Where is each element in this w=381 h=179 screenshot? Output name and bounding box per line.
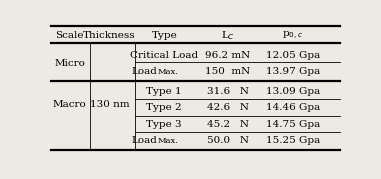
Text: Thickness: Thickness — [83, 32, 136, 40]
Text: Micro: Micro — [54, 59, 85, 68]
Text: 31.6   N: 31.6 N — [207, 87, 249, 96]
Text: Load: Load — [131, 67, 157, 76]
Text: Scale: Scale — [56, 32, 84, 40]
Text: 50.0   N: 50.0 N — [207, 136, 249, 145]
Text: Macro: Macro — [53, 100, 86, 109]
Text: Critical Load: Critical Load — [130, 51, 199, 60]
Text: 15.25 Gpa: 15.25 Gpa — [266, 136, 320, 145]
Text: Max.: Max. — [157, 137, 178, 145]
Text: 150  mN: 150 mN — [205, 67, 250, 76]
Text: Type: Type — [151, 32, 177, 40]
Text: 14.75 Gpa: 14.75 Gpa — [266, 120, 320, 129]
Text: Load: Load — [131, 136, 157, 145]
Text: 130 nm: 130 nm — [90, 100, 130, 109]
Text: 42.6   N: 42.6 N — [207, 103, 249, 112]
Text: Type 3: Type 3 — [146, 120, 182, 129]
Text: L$_C$: L$_C$ — [221, 30, 235, 42]
Text: 13.97 Gpa: 13.97 Gpa — [266, 67, 320, 76]
Text: 13.09 Gpa: 13.09 Gpa — [266, 87, 320, 96]
Text: 96.2 mN: 96.2 mN — [205, 51, 250, 60]
Text: 12.05 Gpa: 12.05 Gpa — [266, 51, 320, 60]
Text: 45.2   N: 45.2 N — [207, 120, 249, 129]
Text: Type 1: Type 1 — [146, 87, 182, 96]
Text: 14.46 Gpa: 14.46 Gpa — [266, 103, 320, 112]
Text: p$_{0,c}$: p$_{0,c}$ — [282, 30, 303, 42]
Text: Type 2: Type 2 — [146, 103, 182, 112]
Text: Max.: Max. — [157, 68, 178, 76]
